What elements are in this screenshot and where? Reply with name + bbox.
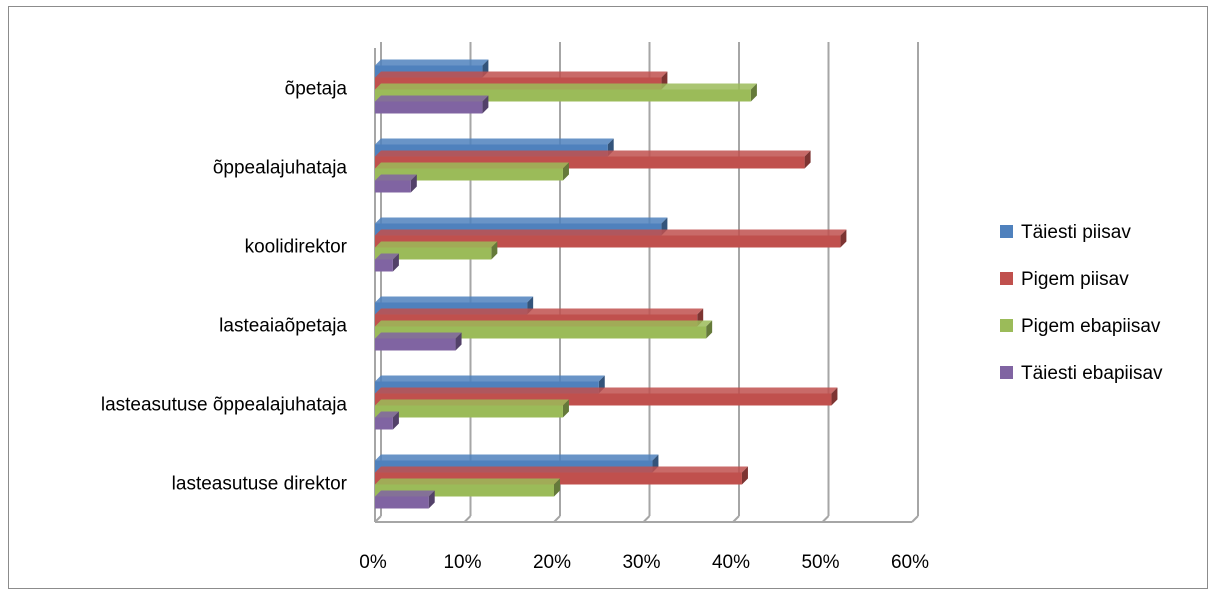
chart-frame bbox=[8, 6, 1208, 589]
category-label: õpetaja bbox=[285, 79, 348, 100]
x-tick-label: 40% bbox=[712, 552, 750, 573]
bar bbox=[375, 253, 399, 272]
category-label: lasteaiaõpetaja bbox=[219, 316, 347, 337]
category-label: koolidirektor bbox=[245, 237, 348, 258]
category-label: õppealajuhataja bbox=[213, 158, 348, 179]
x-tick-label: 0% bbox=[359, 552, 387, 573]
x-tick-label: 30% bbox=[622, 552, 660, 573]
legend-item: Täiesti piisav bbox=[1000, 222, 1131, 243]
legend-swatch bbox=[1000, 319, 1013, 332]
category-label: lasteasutuse direktor bbox=[172, 474, 348, 495]
legend-label: Pigem ebapiisav bbox=[1021, 316, 1161, 337]
legend-item: Pigem ebapiisav bbox=[1000, 316, 1161, 337]
bar bbox=[375, 241, 498, 260]
x-tick-label: 50% bbox=[801, 552, 839, 573]
x-tick-label: 60% bbox=[891, 552, 929, 573]
bar bbox=[375, 162, 569, 181]
legend-label: Täiesti ebapiisav bbox=[1021, 363, 1163, 384]
legend-label: Täiesti piisav bbox=[1021, 222, 1131, 243]
bar bbox=[375, 332, 462, 351]
legend-swatch bbox=[1000, 366, 1013, 379]
x-tick-label: 10% bbox=[443, 552, 481, 573]
bar bbox=[375, 490, 435, 509]
legend-item: Pigem piisav bbox=[1000, 269, 1129, 290]
gridline-foot bbox=[911, 515, 919, 523]
legend-swatch bbox=[1000, 225, 1013, 238]
x-tick-label: 20% bbox=[533, 552, 571, 573]
bar bbox=[375, 95, 489, 114]
legend-item: Täiesti ebapiisav bbox=[1000, 363, 1163, 384]
bar bbox=[375, 174, 417, 193]
bar bbox=[375, 399, 569, 418]
legend-swatch bbox=[1000, 272, 1013, 285]
legend-label: Pigem piisav bbox=[1021, 269, 1129, 290]
bar bbox=[375, 411, 399, 430]
category-label: lasteasutuse õppealajuhataja bbox=[101, 395, 348, 416]
